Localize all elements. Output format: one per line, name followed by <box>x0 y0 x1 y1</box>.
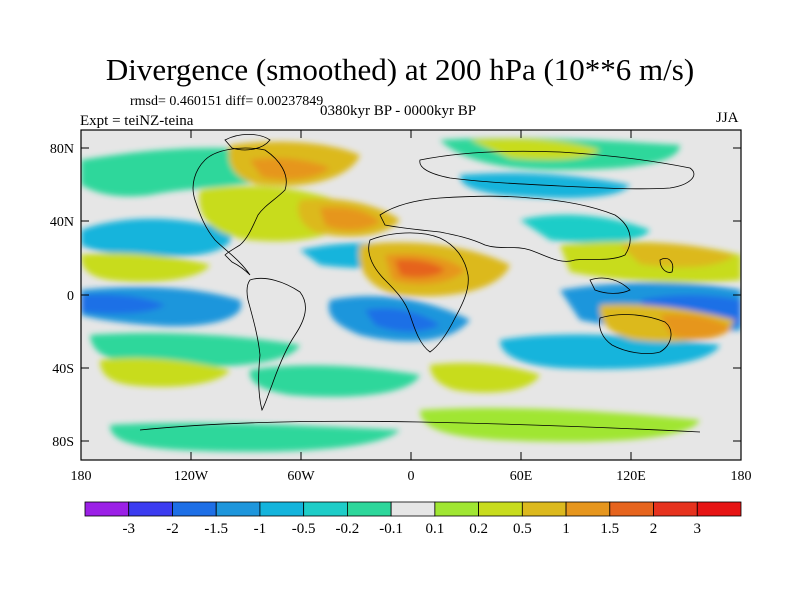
colorbar-label: 2 <box>650 521 658 537</box>
colorbar-label: 0.2 <box>469 521 488 537</box>
lat-labels: 80N 40N 0 40S 80S <box>50 142 74 450</box>
lat-ticks <box>81 147 741 442</box>
lat-label: 80N <box>50 142 74 157</box>
plot-title: Divergence (smoothed) at 200 hPa (10**6 … <box>105 52 695 87</box>
field-layer <box>81 130 741 460</box>
lon-label: 120W <box>174 469 209 484</box>
colorbar-label: -0.5 <box>292 521 316 537</box>
stats-label: rmsd= 0.460151 diff= 0.00237849 <box>130 94 324 109</box>
lat-label: 40S <box>52 362 74 377</box>
colorbar-swatch <box>696 501 742 517</box>
colorbar-label: -0.2 <box>336 521 360 537</box>
lon-label: 180 <box>71 469 92 484</box>
lon-label: 60E <box>510 469 533 484</box>
colorbar-swatch <box>84 501 130 517</box>
colorbar-label: -3 <box>122 521 135 537</box>
colorbar-swatch <box>390 501 436 517</box>
experiment-label: Expt = teiNZ-teina <box>80 113 194 129</box>
colorbar-swatch <box>478 501 523 517</box>
colorbar-label: 1.5 <box>600 521 619 537</box>
lon-ticks <box>190 130 632 460</box>
colorbar-label: 1 <box>562 521 570 537</box>
colorbar-label: -2 <box>166 521 179 537</box>
colorbar-label: 0.1 <box>425 521 444 537</box>
colorbar-swatch <box>172 501 217 517</box>
lon-label: 120E <box>616 469 646 484</box>
period-label: 0380kyr BP - 0000kyr BP <box>320 103 477 119</box>
lon-label: 180 <box>731 469 752 484</box>
lon-label: 0 <box>408 469 415 484</box>
colorbar-swatch <box>565 501 611 517</box>
lon-labels: 180 120W 60W 0 60E 120E 180 <box>71 469 752 484</box>
lat-label: 40N <box>50 215 74 230</box>
colorbar-swatch <box>303 501 348 517</box>
colorbar-label: -0.1 <box>379 521 403 537</box>
colorbar-swatch <box>521 501 567 517</box>
colorbar-swatch <box>215 501 261 517</box>
colorbar-label: 3 <box>694 521 702 537</box>
lat-label: 0 <box>67 289 74 304</box>
colorbar-label: -1.5 <box>204 521 228 537</box>
lon-label: 60W <box>287 469 315 484</box>
colorbar-swatch <box>609 501 654 517</box>
lat-label: 80S <box>52 435 74 450</box>
colorbar-swatch <box>259 501 305 517</box>
colorbar-swatch <box>434 501 480 517</box>
colorbar-swatch <box>346 501 392 517</box>
coastlines <box>139 133 701 433</box>
colorbar-swatch <box>128 501 173 517</box>
colorbar-label: -1 <box>254 521 267 537</box>
season-label: JJA <box>716 110 739 126</box>
colorbar: -3 -2 -1.5 -1 -0.5 -0.2 -0.1 0.1 0.2 0.5 1 1.5 2 3 <box>84 501 742 537</box>
colorbar-swatch <box>653 501 698 517</box>
colorbar-label: 0.5 <box>513 521 532 537</box>
